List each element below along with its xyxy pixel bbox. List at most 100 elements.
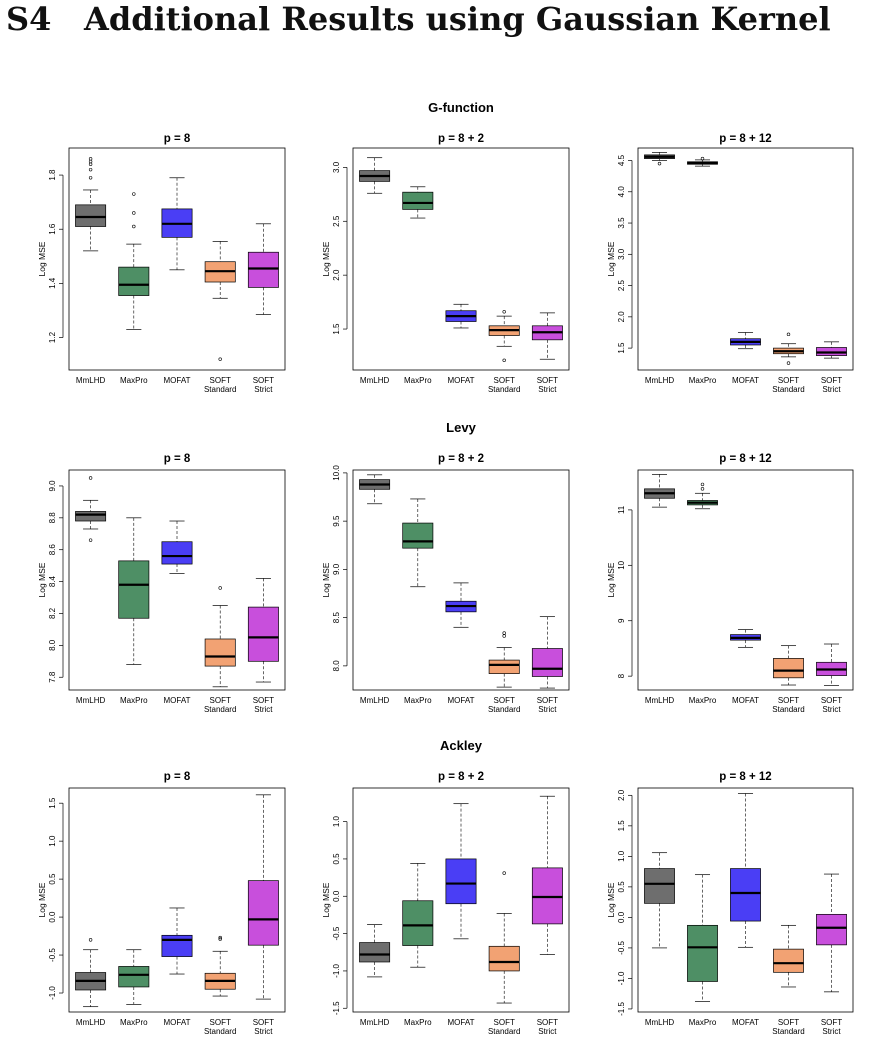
y-tick-label: 1.5 [332, 323, 341, 335]
box-mmlhd [75, 476, 107, 542]
y-tick-label: -0.5 [48, 948, 57, 962]
y-tick-label: 1.5 [617, 820, 626, 832]
x-tick-label: SOFT [537, 1018, 558, 1027]
y-tick-label: -0.5 [617, 940, 626, 954]
x-tick-label-line2: Strict [822, 385, 841, 394]
boxplot-panel: p = 8 1.2 1.4 1.6 1.8 Log MSE MmLHD MaxPro MOFAT… [37, 133, 286, 394]
x-tick-label: MaxPro [404, 376, 432, 385]
box-iqr [730, 868, 761, 922]
outlier-point [502, 631, 506, 635]
plot-frame [352, 787, 570, 1013]
x-tick-label: SOFT [778, 1018, 799, 1027]
y-tick-label: 0.5 [617, 881, 626, 893]
x-tick-label: SOFT [778, 696, 799, 705]
x-tick-label-line2: Standard [204, 1027, 236, 1036]
box-mmlhd [644, 852, 675, 949]
x-tick-label-line2: Standard [488, 1027, 520, 1036]
panel-title: p = 8 [164, 133, 191, 145]
panel-title: p = 8 [164, 771, 191, 783]
box-maxpro [118, 192, 150, 330]
box-iqr [488, 945, 520, 972]
group-title-levy: Levy [446, 420, 476, 435]
outlier-point [88, 159, 93, 164]
outlier-point [657, 161, 662, 166]
group-title-ackley: Ackley [440, 738, 483, 753]
panel-title: p = 8 + 12 [719, 133, 771, 145]
x-tick-label-line2: Strict [254, 705, 273, 714]
x-tick-label: MaxPro [404, 696, 432, 705]
y-tick-label: 7.8 [48, 671, 57, 683]
y-tick-label: 3.5 [617, 217, 626, 229]
box-iqr [773, 948, 804, 973]
x-tick-label: MOFAT [448, 376, 475, 385]
x-tick-label: SOFT [253, 376, 274, 385]
box-soft-strict [816, 873, 847, 993]
box-soft-standard [488, 871, 520, 1004]
y-tick-label: 9.0 [48, 480, 57, 492]
x-tick-label: MOFAT [448, 1018, 475, 1027]
box-mmlhd [644, 474, 675, 508]
outlier-point [502, 634, 506, 638]
box-soft-strict [247, 223, 279, 315]
box-maxpro [687, 156, 718, 167]
panel-title: p = 8 + 2 [438, 453, 484, 465]
x-tick-label: MaxPro [120, 1018, 148, 1027]
y-axis-label: Log MSE [606, 882, 616, 917]
x-tick-label-line2: Standard [204, 385, 236, 394]
x-tick-label: MOFAT [164, 376, 191, 385]
x-tick-label: MOFAT [164, 696, 191, 705]
panel-title: p = 8 + 2 [438, 771, 484, 783]
outlier-point [502, 871, 506, 875]
box-iqr [118, 966, 150, 988]
box-mmlhd [359, 157, 391, 194]
y-axis-label: Log MSE [321, 882, 331, 917]
box-mofat [445, 803, 477, 940]
box-mmlhd [75, 938, 107, 1008]
y-tick-label: -1.5 [332, 1001, 341, 1015]
y-tick-label: 1.5 [48, 797, 57, 809]
outlier-point [502, 310, 506, 314]
box-mofat [730, 332, 761, 350]
outlier-point [132, 211, 136, 215]
box-mofat [730, 793, 761, 948]
y-tick-label: 9.5 [332, 515, 341, 527]
plot-frame [637, 147, 854, 371]
outlier-point [700, 156, 705, 161]
box-soft-standard [488, 631, 520, 688]
y-tick-label: 2.0 [332, 269, 341, 281]
boxplot-panel: p = 8 7.8 8.0 8.2 8.4 8.6 8.8 9.0 Log MSE MmLHD Ma… [37, 453, 286, 714]
boxplot-panel: p = 8 + 12 8 9 10 11 Log MSE MmLHD MaxPro MOFAT S… [606, 453, 854, 714]
panels: p = 8 1.2 1.4 1.6 1.8 Log MSE MmLHD MaxPro MOFAT… [37, 133, 854, 1036]
section-number: S4 [6, 0, 52, 38]
y-tick-label: 1.0 [617, 850, 626, 862]
y-tick-label: 0.0 [617, 911, 626, 923]
x-tick-label: MaxPro [689, 376, 717, 385]
y-axis-label: Log MSE [321, 241, 331, 276]
box-soft-standard [204, 935, 236, 997]
y-tick-label: 2.0 [617, 311, 626, 323]
panel-title: p = 8 + 2 [438, 133, 484, 145]
box-soft-strict [247, 578, 279, 683]
x-tick-label: SOFT [821, 1018, 842, 1027]
x-tick-label-line2: Standard [772, 1027, 804, 1036]
outlier-point [502, 358, 506, 363]
x-tick-label-line2: Standard [204, 705, 236, 714]
x-tick-label-line2: Strict [538, 705, 557, 714]
outlier-point [132, 192, 136, 196]
outlier-point [700, 487, 705, 491]
outlier-point [88, 157, 93, 161]
x-tick-label: SOFT [210, 696, 231, 705]
y-axis-label: Log MSE [37, 241, 47, 276]
outlier-point [88, 476, 93, 480]
y-tick-label: 8 [617, 673, 626, 678]
x-tick-label: MmLHD [76, 1018, 106, 1027]
x-tick-label-line2: Standard [488, 705, 520, 714]
box-iqr [402, 191, 434, 210]
box-soft-strict [816, 643, 847, 686]
x-tick-label: MmLHD [76, 696, 106, 705]
box-maxpro [402, 186, 434, 219]
box-iqr [488, 659, 520, 674]
y-tick-label: 8.0 [48, 639, 57, 651]
box-soft-strict [247, 794, 279, 1000]
y-tick-label: -0.5 [332, 926, 341, 940]
